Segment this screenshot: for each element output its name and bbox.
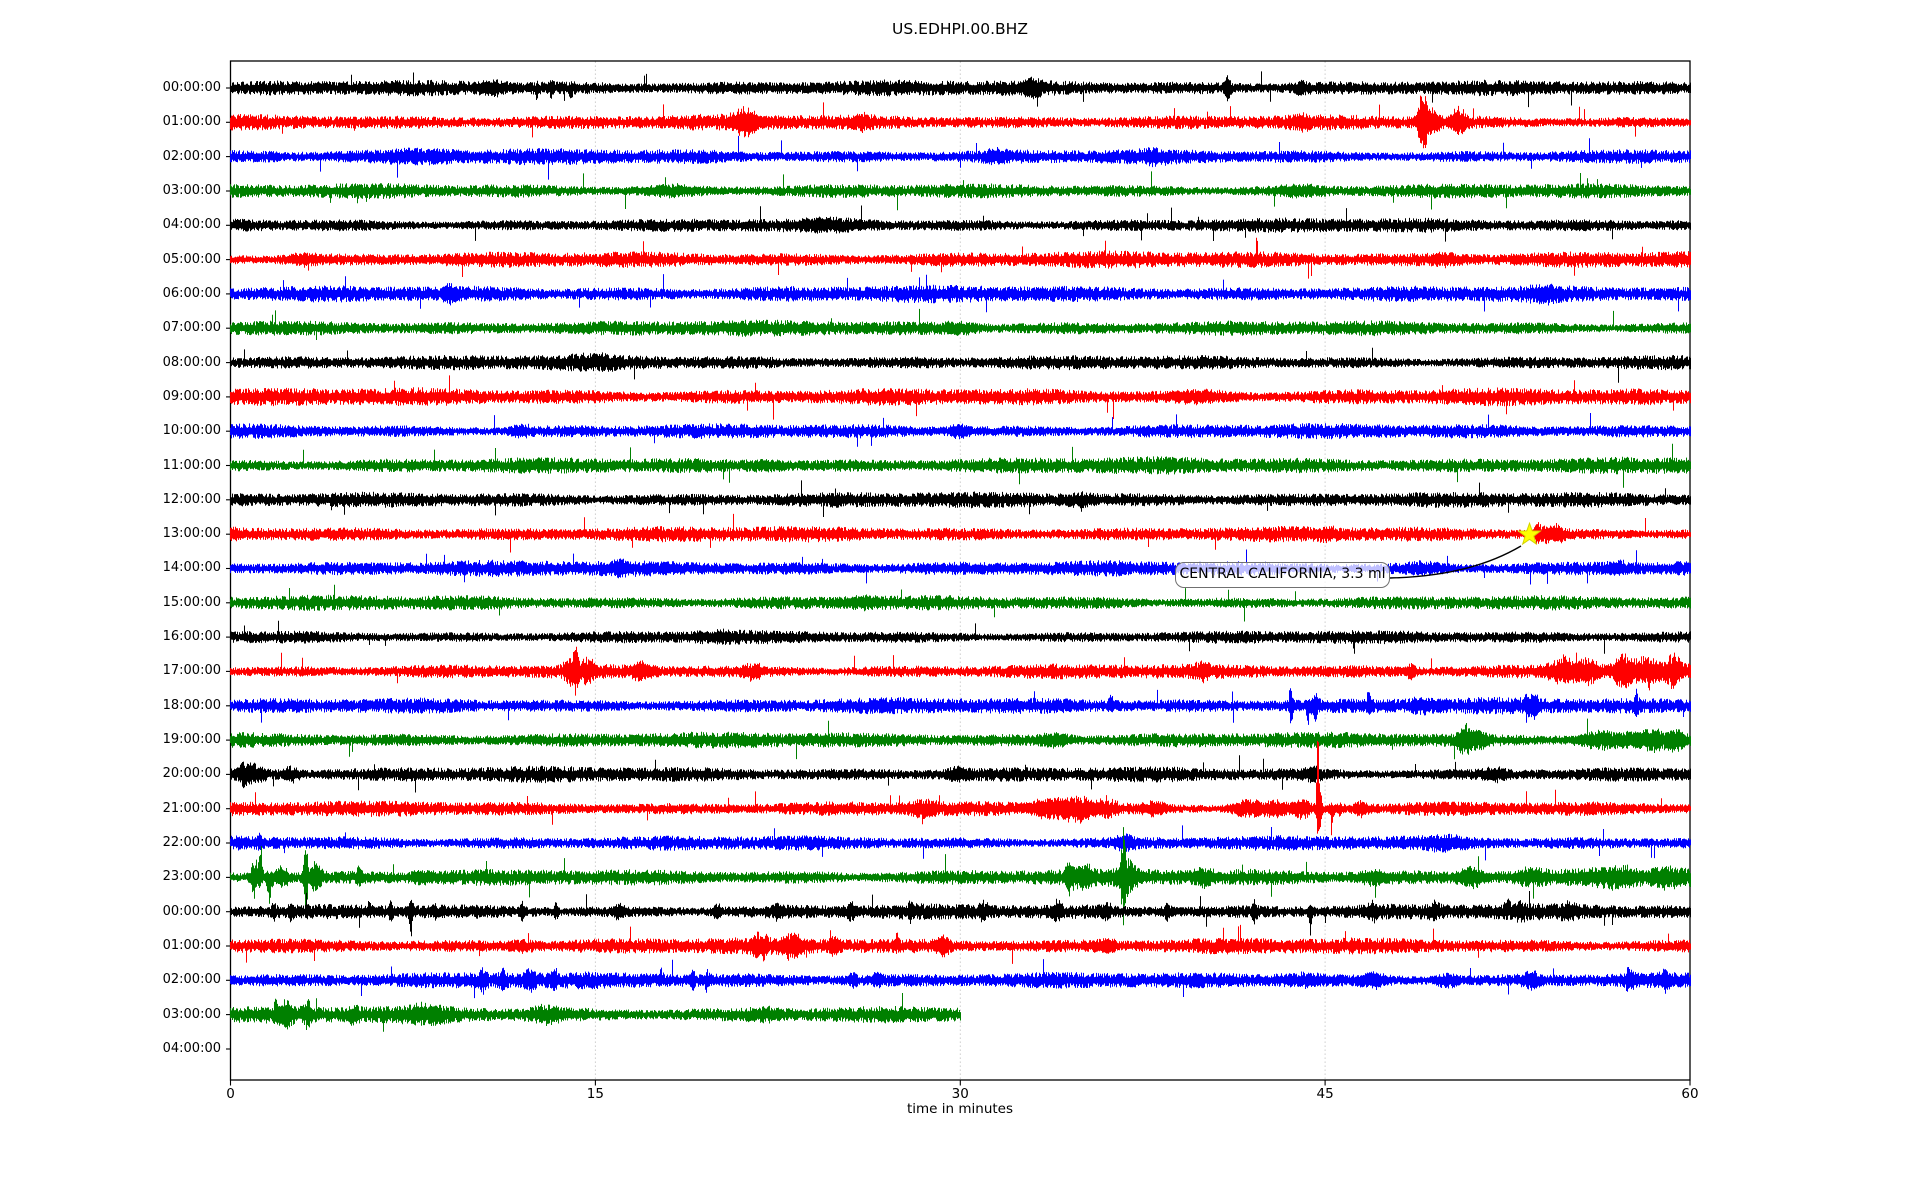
- trace-row-19-190000: [230, 718, 1691, 760]
- y-tick-label: 04:00:00: [162, 1040, 221, 1056]
- trace-row-4-040000: [230, 205, 1691, 242]
- y-tick-label: 06:00:00: [162, 285, 221, 301]
- trace-row-16-160000: [230, 620, 1691, 654]
- y-tick-label: 09:00:00: [162, 388, 221, 404]
- y-tick-label: 11:00:00: [162, 457, 221, 473]
- y-tick-label: 02:00:00: [162, 148, 221, 164]
- y-tick-label: 18:00:00: [162, 697, 221, 713]
- trace-row-12-120000: [230, 480, 1691, 517]
- trace-row-11-110000: [230, 443, 1691, 488]
- y-tick-label: 03:00:00: [162, 1006, 221, 1022]
- trace-row-22-220000: [230, 825, 1691, 861]
- y-tick-label: 21:00:00: [162, 800, 221, 816]
- annotation-arrow: [1389, 545, 1522, 579]
- x-tick-label: 30: [951, 1086, 969, 1102]
- y-tick-label: 15:00:00: [162, 594, 221, 610]
- trace-row-18-180000: [230, 688, 1691, 725]
- y-tick-label: 10:00:00: [162, 423, 221, 439]
- trace-row-2-020000: [230, 135, 1691, 180]
- trace-row-26-020000: [230, 959, 1691, 999]
- trace-row-15-150000: [230, 584, 1691, 622]
- event-star-icon: [1517, 521, 1542, 546]
- y-tick-label: 05:00:00: [162, 251, 221, 267]
- y-tick-label: 19:00:00: [162, 732, 221, 748]
- trace-row-20-200000: [230, 755, 1691, 793]
- trace-row-1-010000: [230, 95, 1691, 149]
- y-axis-labels: 00:00:00 01:00:00 02:00:00 03:00:00 04:00:00…: [0, 0, 221, 1200]
- x-tick-label: 60: [1681, 1086, 1699, 1102]
- trace-row-7-070000: [230, 308, 1691, 340]
- trace-row-17-170000: [230, 646, 1691, 696]
- trace-row-10-100000: [230, 413, 1691, 447]
- trace-row-24-000000: [230, 891, 1691, 937]
- y-tick-label: 01:00:00: [162, 938, 221, 953]
- y-tick-label: 14:00:00: [162, 560, 221, 576]
- y-tick-label: 01:00:00: [162, 114, 221, 130]
- trace-row-0-000000: [230, 71, 1691, 108]
- x-axis-title: time in minutes: [906, 1101, 1014, 1117]
- trace-row-9-090000: [230, 375, 1691, 420]
- y-tick-label: 12:00:00: [162, 491, 221, 507]
- y-tick-label: 04:00:00: [162, 217, 221, 233]
- y-tick-label: 00:00:00: [162, 903, 221, 919]
- y-tick-label: 20:00:00: [162, 766, 221, 782]
- chart-title: US.EDHPI.00.BHZ: [892, 20, 1028, 38]
- trace-row-5-050000: [230, 237, 1691, 279]
- y-tick-label: 13:00:00: [162, 526, 221, 542]
- y-tick-label: 00:00:00: [162, 80, 221, 95]
- x-tick-label: 0: [226, 1086, 235, 1102]
- y-tick-label: 22:00:00: [162, 835, 221, 851]
- y-tick-label: 16:00:00: [162, 629, 221, 645]
- trace-row-23-230000: [230, 827, 1691, 926]
- y-tick-label: 03:00:00: [162, 182, 221, 198]
- trace-row-6-060000: [230, 274, 1691, 313]
- y-tick-label: 02:00:00: [162, 972, 221, 988]
- trace-row-8-080000: [230, 347, 1691, 383]
- y-tick-label: 23:00:00: [162, 869, 221, 885]
- x-tick-label: 45: [1316, 1086, 1334, 1102]
- y-tick-label: 17:00:00: [162, 663, 221, 679]
- trace-row-27-030000: [230, 993, 961, 1032]
- trace-row-21-210000: [230, 740, 1691, 836]
- trace-row-25-010000: [230, 924, 1691, 964]
- event-annotation-label: CENTRAL CALIFORNIA, 3.3 ml: [1179, 566, 1386, 582]
- x-tick-label: 15: [586, 1086, 604, 1102]
- event-annotation-box: CENTRAL CALIFORNIA, 3.3 ml: [1175, 562, 1390, 588]
- y-tick-label: 08:00:00: [162, 354, 221, 370]
- y-tick-label: 07:00:00: [162, 320, 221, 336]
- trace-row-3-030000: [230, 171, 1691, 211]
